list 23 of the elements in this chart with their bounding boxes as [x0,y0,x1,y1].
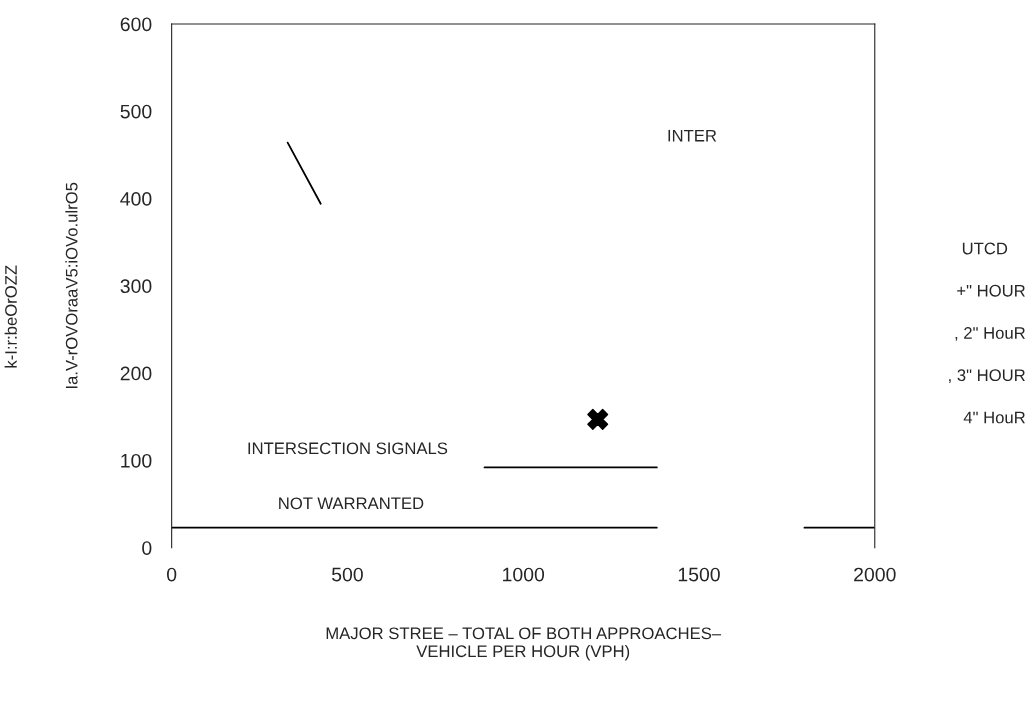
text: k-I:r:beOrOZZ [4,265,17,368]
text: UTCD [962,242,1008,255]
text: +" HOUR [957,284,1025,297]
annotation: INTER [668,129,717,142]
y-tick-label: 600 [120,17,152,32]
annotation: NOT WARRANTED [279,497,424,510]
x-tick-label: 1000 [503,567,545,582]
text: , 2" HouR [955,327,1025,341]
y-tick-label: 400 [120,192,152,206]
text: 4" HouR [963,411,1025,424]
text: , 3" HOUR [949,369,1025,384]
y-tick-label: 200 [120,366,152,381]
y-tick-label: 500 [120,104,152,119]
y-tick-label: 300 [120,279,152,294]
x-tick-label: 500 [331,567,363,582]
y-axis-title: Ia.V-rOVOraaV5:iOVo.ulrO5 [65,182,78,389]
y-tick-label: 100 [121,453,152,468]
x-tick-label: 1500 [678,567,720,582]
x-tick-label: 2000 [854,567,896,582]
y-tick-label: 0 [142,541,152,555]
x-tick-label: 0 [167,567,177,582]
x-axis-title: MAJOR STREE – TOTAL OF BOTH APPROACHES– VEHICLE PER HOUR (VPH) [326,627,722,661]
annotation: INTERSECTION SIGNALS [248,442,448,455]
